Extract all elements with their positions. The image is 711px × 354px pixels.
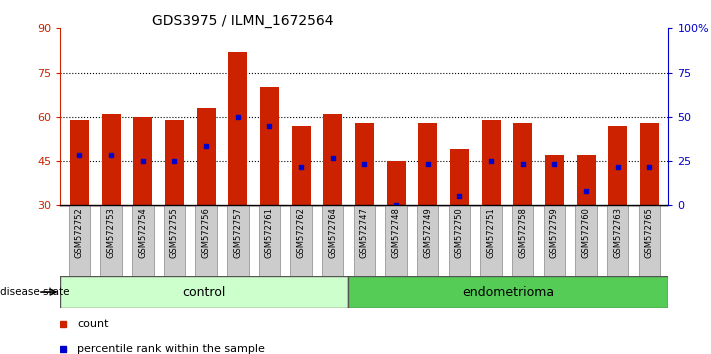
Bar bbox=[608, 126, 627, 205]
Bar bbox=[387, 161, 405, 205]
Text: GSM572747: GSM572747 bbox=[360, 207, 369, 258]
Text: GSM572750: GSM572750 bbox=[455, 207, 464, 258]
Bar bbox=[292, 126, 311, 205]
Bar bbox=[480, 205, 502, 276]
Text: GSM572764: GSM572764 bbox=[328, 207, 337, 258]
Bar bbox=[544, 205, 565, 276]
Text: GSM572763: GSM572763 bbox=[613, 207, 622, 258]
Text: GSM572759: GSM572759 bbox=[550, 207, 559, 258]
Bar bbox=[102, 114, 121, 205]
Text: GSM572753: GSM572753 bbox=[107, 207, 116, 258]
Text: GSM572752: GSM572752 bbox=[75, 207, 84, 258]
Bar bbox=[70, 120, 89, 205]
Bar bbox=[481, 120, 501, 205]
Text: GSM572757: GSM572757 bbox=[233, 207, 242, 258]
Text: GSM572762: GSM572762 bbox=[296, 207, 306, 258]
Bar bbox=[513, 123, 533, 205]
Bar bbox=[575, 205, 597, 276]
Bar bbox=[640, 123, 659, 205]
Text: GSM572755: GSM572755 bbox=[170, 207, 179, 258]
Text: disease state: disease state bbox=[0, 287, 70, 297]
Text: GSM572756: GSM572756 bbox=[202, 207, 210, 258]
Bar bbox=[449, 205, 470, 276]
Bar bbox=[545, 155, 564, 205]
Bar bbox=[100, 205, 122, 276]
Bar bbox=[132, 205, 154, 276]
Bar bbox=[638, 205, 660, 276]
Bar bbox=[290, 205, 312, 276]
Bar bbox=[353, 205, 375, 276]
Bar bbox=[60, 276, 348, 308]
Text: GSM572751: GSM572751 bbox=[486, 207, 496, 258]
Bar bbox=[259, 205, 280, 276]
Bar bbox=[385, 205, 407, 276]
Bar bbox=[348, 276, 668, 308]
Text: count: count bbox=[77, 319, 109, 329]
Text: GSM572749: GSM572749 bbox=[423, 207, 432, 258]
Bar bbox=[355, 123, 374, 205]
Text: GDS3975 / ILMN_1672564: GDS3975 / ILMN_1672564 bbox=[152, 14, 333, 28]
Bar bbox=[165, 120, 184, 205]
Bar bbox=[260, 87, 279, 205]
Text: GSM572760: GSM572760 bbox=[582, 207, 591, 258]
Text: percentile rank within the sample: percentile rank within the sample bbox=[77, 344, 265, 354]
Bar bbox=[512, 205, 533, 276]
Bar bbox=[324, 114, 342, 205]
Bar bbox=[607, 205, 629, 276]
Text: GSM572754: GSM572754 bbox=[138, 207, 147, 258]
Bar bbox=[196, 108, 215, 205]
Bar bbox=[164, 205, 185, 276]
Text: GSM572758: GSM572758 bbox=[518, 207, 527, 258]
Text: GSM572761: GSM572761 bbox=[265, 207, 274, 258]
Bar bbox=[228, 52, 247, 205]
Bar bbox=[322, 205, 343, 276]
Text: GSM572765: GSM572765 bbox=[645, 207, 654, 258]
Text: control: control bbox=[183, 286, 226, 298]
Bar bbox=[69, 205, 90, 276]
Text: GSM572748: GSM572748 bbox=[392, 207, 400, 258]
Bar bbox=[418, 123, 437, 205]
Bar bbox=[417, 205, 439, 276]
Text: endometrioma: endometrioma bbox=[462, 286, 555, 298]
Bar bbox=[577, 155, 596, 205]
Bar bbox=[196, 205, 217, 276]
Bar bbox=[227, 205, 249, 276]
Bar bbox=[450, 149, 469, 205]
Bar bbox=[133, 117, 152, 205]
